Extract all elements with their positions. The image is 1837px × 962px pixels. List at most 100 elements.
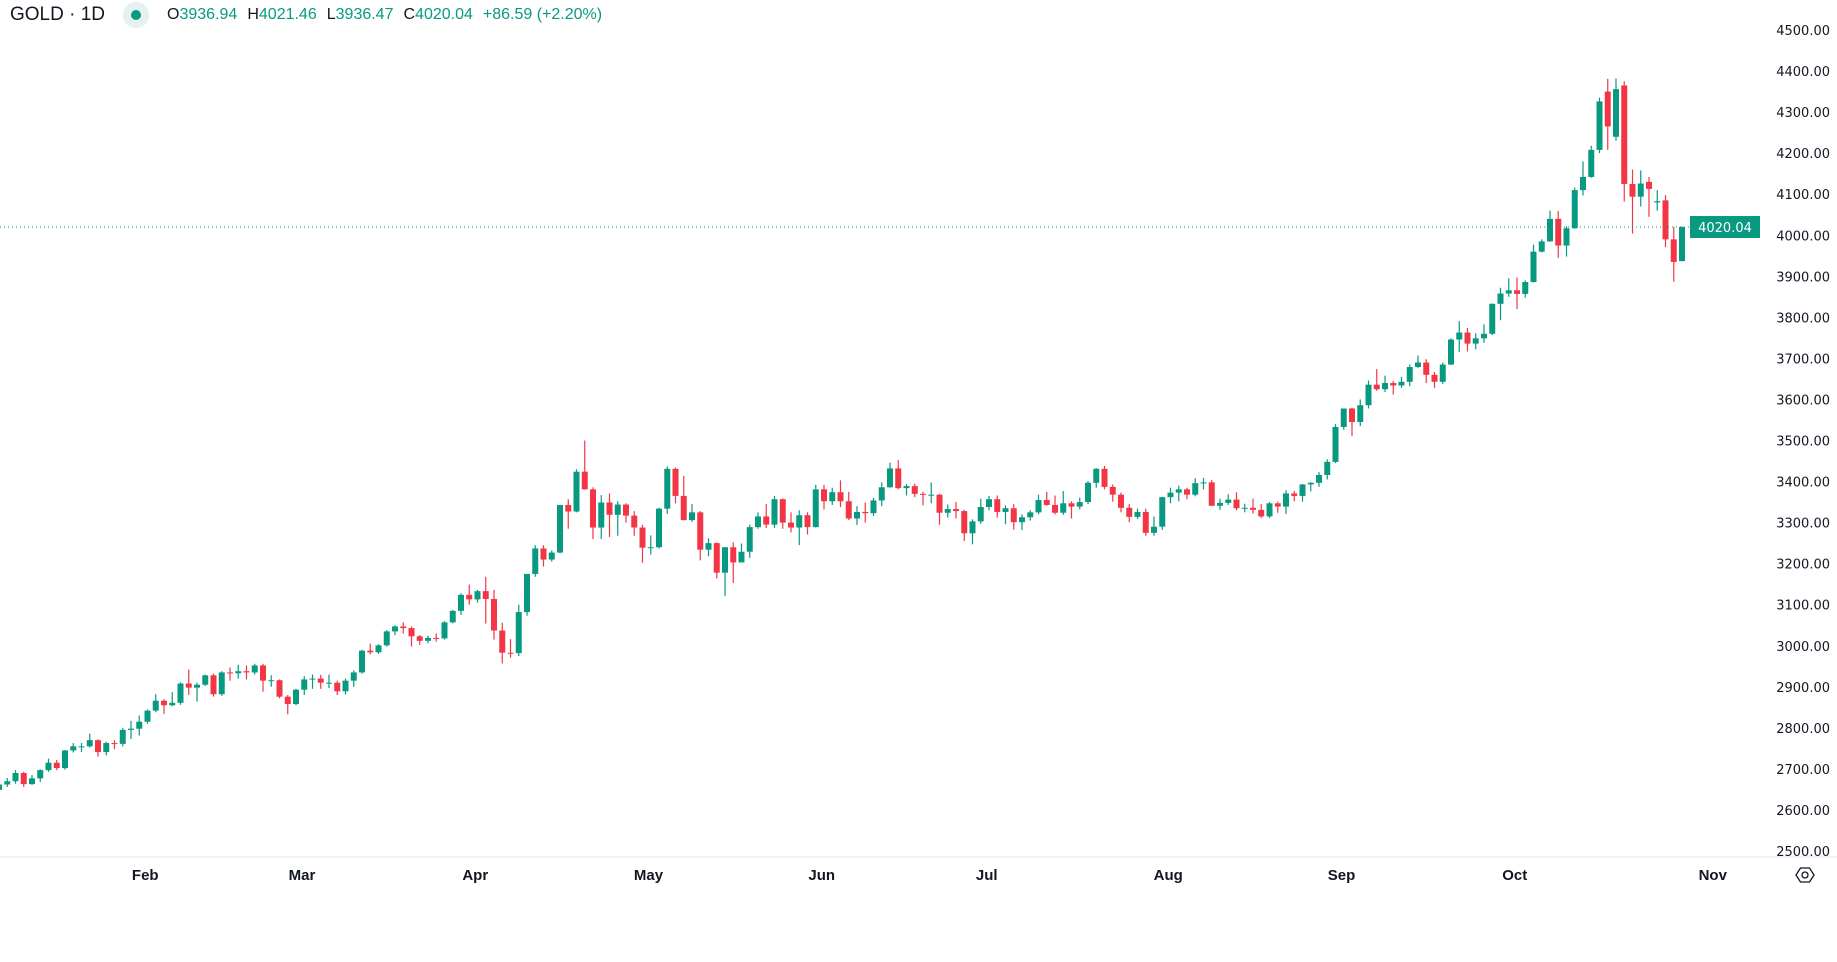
candle: [1052, 495, 1058, 515]
candle-body: [1126, 507, 1133, 517]
candle-body: [1613, 89, 1619, 137]
time-tick-label: Oct: [1502, 867, 1527, 884]
candle-body: [1332, 426, 1339, 462]
candle-body: [680, 495, 687, 521]
candle-body: [1481, 333, 1487, 339]
candle: [29, 775, 35, 785]
candle-body: [746, 527, 753, 552]
price-tick-label: 4300.00: [1776, 106, 1830, 121]
candle-body: [1637, 183, 1644, 197]
market-open-dot-icon[interactable]: [123, 2, 150, 28]
candle-body: [1291, 493, 1298, 496]
candle-body: [763, 516, 770, 525]
candle: [1555, 211, 1562, 258]
price-tick-label: 3100.00: [1776, 599, 1830, 614]
candle: [284, 695, 291, 715]
price-tick-label: 4400.00: [1776, 65, 1830, 80]
candle-body: [804, 515, 811, 528]
candle: [1332, 424, 1339, 464]
candle: [862, 502, 869, 523]
candle-body: [359, 650, 365, 673]
candle: [334, 680, 341, 696]
candle-body: [210, 675, 217, 695]
candle: [1596, 97, 1603, 154]
candle-body: [1192, 483, 1199, 495]
candle-body: [705, 543, 712, 550]
time-axis[interactable]: Feb Mar Apr May Jun Jul Aug Sep Oct Nov: [132, 867, 1728, 884]
last-price-tag: 4020.04: [1690, 216, 1760, 239]
candle: [4, 777, 11, 787]
candle: [1324, 459, 1331, 480]
close-key: C: [403, 6, 416, 23]
candle-body: [482, 591, 489, 599]
candle: [194, 682, 200, 702]
candle: [177, 682, 184, 705]
candle-body: [1118, 494, 1124, 508]
candle: [606, 493, 613, 537]
candle-body: [911, 486, 918, 494]
price-axis[interactable]: 4500.00 4400.00 4300.00 4200.00 4100.00 4000.…: [1776, 24, 1830, 860]
candle: [1043, 491, 1050, 506]
candle: [878, 482, 885, 507]
candle-body: [12, 773, 19, 782]
symbol-title[interactable]: GOLD · 1D: [10, 4, 106, 25]
candle-body: [581, 471, 588, 490]
candle-body: [1142, 511, 1149, 533]
candle: [845, 491, 852, 521]
candle-body: [664, 468, 671, 509]
candle: [152, 694, 159, 713]
candle-body: [29, 778, 35, 785]
candle: [367, 643, 374, 655]
candle-body: [1258, 509, 1265, 517]
candle-body: [1646, 181, 1652, 189]
candle: [977, 498, 984, 524]
candle: [1357, 399, 1364, 427]
candle-body: [177, 683, 184, 703]
candle: [1291, 490, 1298, 502]
candle-body: [738, 551, 745, 563]
time-tick-label: Feb: [132, 867, 159, 884]
candle-body: [1233, 499, 1240, 509]
candle: [1398, 376, 1405, 388]
candle-body: [1423, 362, 1430, 375]
candle: [532, 545, 539, 577]
candle-body: [961, 511, 968, 534]
candle-body: [1415, 362, 1421, 368]
time-tick-label: Nov: [1699, 867, 1728, 884]
candle: [293, 688, 299, 706]
candle: [1002, 505, 1009, 525]
candle: [1151, 516, 1157, 536]
candle-body: [796, 515, 803, 528]
candle-body: [1217, 502, 1223, 506]
candle-body: [1043, 500, 1050, 505]
chart-settings-icon[interactable]: [1795, 867, 1815, 883]
candle: [1679, 226, 1685, 262]
candle-body: [878, 487, 885, 501]
candle: [1316, 472, 1322, 487]
candle: [944, 504, 951, 518]
candle-body: [425, 637, 431, 641]
candle-body: [1134, 511, 1141, 517]
candle-body: [614, 504, 621, 515]
candle-body: [639, 527, 646, 548]
candle: [829, 487, 836, 505]
candle: [1415, 355, 1421, 368]
candle-body: [854, 511, 860, 519]
candle-body: [829, 492, 836, 502]
candle-body: [1505, 290, 1512, 294]
candle: [1250, 498, 1256, 514]
candle-body: [1604, 91, 1611, 127]
candle: [1448, 338, 1454, 365]
candle-body: [111, 743, 118, 745]
price-tick-label: 3400.00: [1776, 476, 1830, 491]
candle-body: [953, 509, 959, 512]
candle: [0, 784, 2, 790]
candle-body: [334, 682, 341, 692]
candle-body: [383, 631, 390, 646]
candle: [276, 679, 283, 699]
candle-body: [920, 493, 926, 495]
high-value: 4021.46: [258, 6, 317, 23]
candle: [903, 484, 910, 496]
candle: [1134, 508, 1141, 519]
